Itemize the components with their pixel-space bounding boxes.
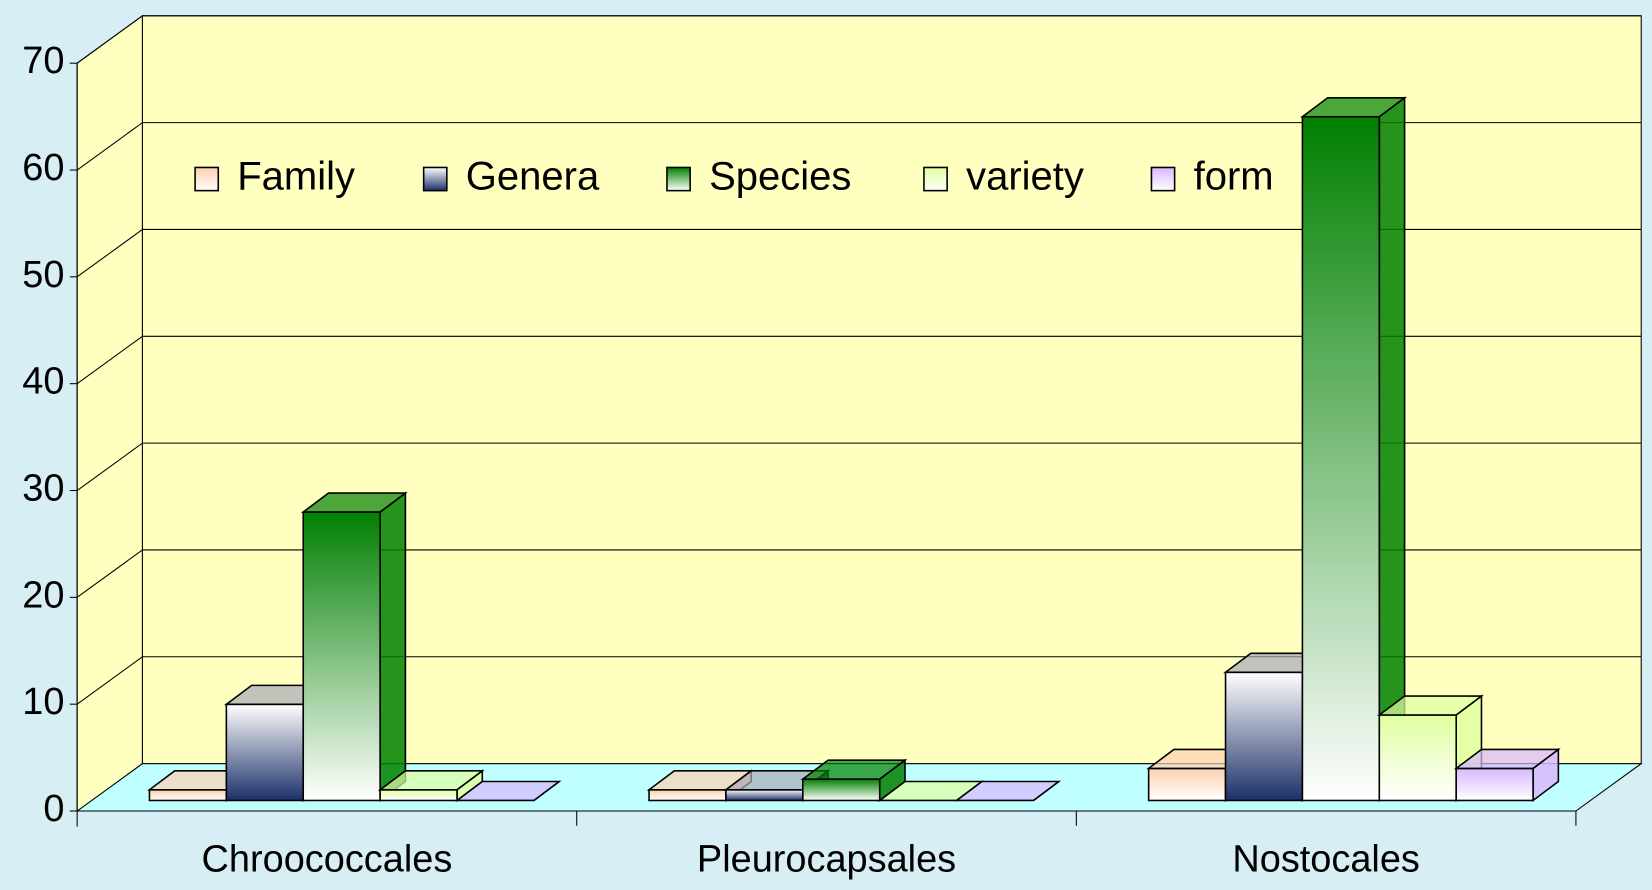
legend-label: Family (237, 155, 355, 199)
legend-swatch (422, 166, 448, 192)
bar (802, 778, 881, 802)
bar (148, 789, 228, 802)
bar (1455, 767, 1534, 802)
y-tick-label: 40 (22, 361, 64, 403)
legend-label: form (1194, 155, 1274, 199)
legend-label: Genera (466, 155, 600, 199)
bar (1224, 671, 1304, 802)
y-tick-label: 70 (22, 40, 64, 82)
y-tick-label: 60 (22, 147, 64, 189)
grid-line (76, 549, 143, 598)
grid-line (76, 656, 143, 705)
legend-swatch (194, 166, 220, 192)
x-tick-label: Chroococcales (202, 839, 453, 881)
bar (379, 789, 458, 802)
grid-line (76, 442, 143, 491)
legend-swatch (1150, 166, 1176, 192)
bar (1301, 115, 1381, 802)
legend-swatch (923, 166, 948, 192)
x-tick-label: Pleurocapsales (697, 839, 956, 881)
bar-top (1300, 97, 1407, 118)
x-tick-label: Nostocales (1232, 839, 1420, 881)
y-tick-label: 10 (22, 681, 64, 723)
bar-top (300, 492, 408, 513)
legend-label: Species (709, 155, 851, 199)
legend-label: variety (966, 155, 1084, 199)
bar-top (377, 770, 485, 791)
bar-top (1453, 748, 1561, 770)
y-tick-label: 50 (22, 254, 64, 296)
bar-top (800, 759, 908, 780)
bar-side (1378, 96, 1406, 803)
bar-top (454, 780, 562, 802)
y-tick-label: 20 (22, 574, 64, 616)
bar (648, 789, 727, 802)
bar (302, 511, 381, 802)
grid-line (76, 122, 143, 171)
bar-top (1376, 695, 1484, 716)
y-tick-label: 30 (22, 468, 64, 510)
bar-top (954, 780, 1062, 802)
grid-line (76, 15, 143, 64)
bar (1378, 714, 1457, 802)
bar (725, 789, 804, 802)
bar-side (379, 491, 407, 803)
grid-line (76, 229, 143, 278)
bar (1147, 767, 1227, 802)
grid-line (76, 335, 143, 385)
legend-swatch (666, 166, 691, 192)
side-wall (76, 14, 143, 813)
y-tick-label: 0 (43, 788, 64, 830)
bar (225, 703, 305, 802)
